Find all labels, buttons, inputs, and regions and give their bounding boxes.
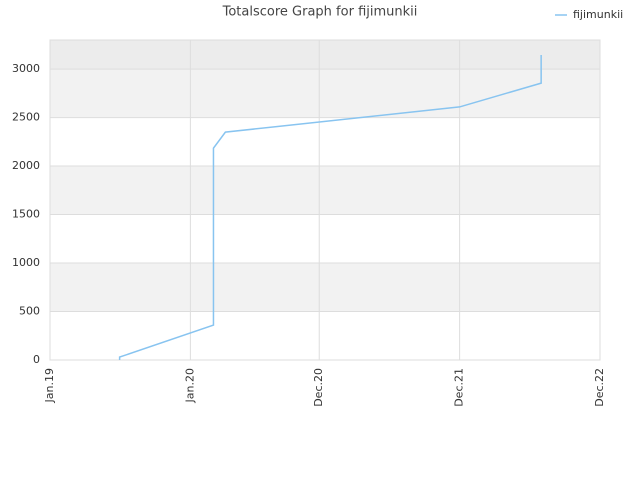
plot-border (49, 39, 601, 361)
x-tick-label: Dec.22 (593, 368, 606, 407)
data-line (118, 55, 542, 360)
plot-band (50, 117, 600, 167)
y-tick-label: 1000 (12, 256, 40, 269)
y-tick-label: 3000 (12, 62, 40, 75)
plot-band (50, 263, 600, 312)
x-tick-label: Dec.20 (312, 368, 325, 407)
x-tick-label: Jan.19 (43, 368, 56, 403)
y-tick-label: 500 (19, 305, 40, 318)
y-tick-label: 2500 (12, 111, 40, 124)
chart-title: Totalscore Graph for fijimunkii (222, 5, 418, 20)
y-tick-label: 2000 (12, 159, 40, 172)
y-tick-label: 0 (33, 353, 40, 366)
legend-label: fijimunkii (573, 8, 623, 21)
plot-band (50, 214, 600, 264)
x-tick-label: Dec.21 (453, 368, 466, 407)
x-tick-label: Jan.20 (183, 368, 196, 403)
y-tick-label: 1500 (12, 208, 40, 221)
plot-band (50, 166, 600, 215)
plot-band (50, 311, 600, 360)
plot-band (50, 69, 600, 118)
